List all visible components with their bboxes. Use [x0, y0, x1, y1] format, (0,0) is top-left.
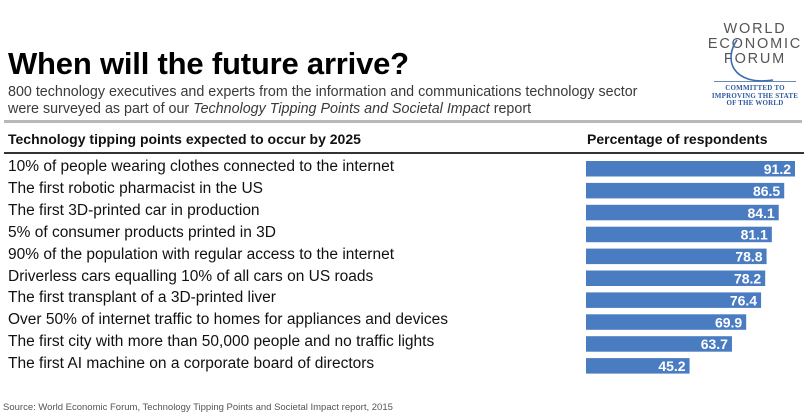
bar-value-label: 81.1 [741, 227, 768, 243]
source-note: Source: World Economic Forum, Technology… [3, 402, 393, 413]
bar-value-label: 76.4 [730, 292, 757, 308]
bar-value-label: 86.5 [753, 183, 780, 199]
bar-value-label: 63.7 [701, 336, 728, 352]
bar [586, 248, 767, 265]
bar [586, 204, 779, 221]
logo-arc-icon [730, 39, 774, 82]
category-label: 10% of people wearing clothes connected … [8, 158, 395, 175]
bar [586, 336, 732, 352]
bar [586, 182, 785, 199]
bar-value-label: 78.8 [735, 249, 762, 265]
bar-value-label: 78.2 [734, 271, 761, 287]
bar-value-label: 84.1 [747, 205, 774, 221]
logo-tagline-1: COMMITTED TO [725, 84, 785, 92]
bar [586, 314, 747, 330]
category-label: The first robotic pharmacist in the US [8, 179, 263, 197]
report-name: Technology Tipping Points and Societal I… [193, 101, 490, 117]
logo-rule [714, 81, 796, 82]
category-label: 5% of consumer products printed in 3D [8, 223, 276, 241]
column-header-tipping-points: Technology tipping points expected to oc… [8, 131, 361, 147]
category-label: The first 3D-printed car in production [8, 201, 260, 219]
bar-value-label: 45.2 [658, 358, 685, 374]
bar-value-label: 91.2 [764, 161, 791, 177]
logo-line-3: FORUM [723, 51, 787, 67]
bar-value-label: 69.9 [715, 314, 742, 330]
bar [586, 358, 690, 374]
logo-tagline-2: IMPROVING THE STATE [711, 91, 799, 100]
category-label: The first AI machine on a corporate boar… [8, 355, 375, 373]
logo-tagline-3: OF THE WORLD [726, 99, 784, 107]
logo-line-1: WORLD [723, 21, 787, 37]
bar [586, 270, 766, 286]
subtitle-suffix: report [489, 101, 532, 117]
category-label: The first city with more than 50,000 peo… [8, 333, 435, 351]
page-title: When will the future arrive? [8, 46, 409, 81]
category-label: 90% of the population with regular acces… [8, 245, 395, 263]
wef-logo: WORLD ECONOMIC FORUM COMMITTED TO IMPROV… [705, 22, 805, 108]
bar [586, 292, 762, 308]
category-label: The first transplant of a 3D-printed liv… [8, 289, 276, 307]
category-label: Over 50% of internet traffic to homes fo… [8, 311, 448, 329]
logo-line-2: ECONOMIC [707, 36, 803, 52]
subtitle-line-2: were surveyed as part of our Technology … [8, 101, 637, 118]
column-header-percentage: Percentage of respondents [587, 131, 768, 147]
category-label: Driverless cars equalling 10% of all car… [8, 267, 374, 285]
subtitle: 800 technology executives and experts fr… [8, 84, 637, 118]
subtitle-prefix: were surveyed as part of our [8, 101, 194, 117]
subtitle-line-1: 800 technology executives and experts fr… [8, 84, 638, 100]
bar [586, 226, 772, 243]
header-divider [4, 120, 802, 123]
column-header-divider [4, 152, 804, 154]
bar [586, 161, 795, 177]
